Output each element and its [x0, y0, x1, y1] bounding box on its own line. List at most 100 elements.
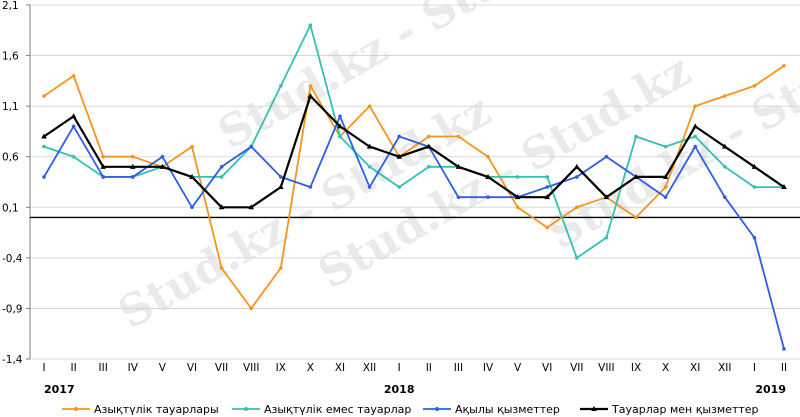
data-point [160, 154, 165, 159]
legend-item: Азықтүлік емес тауарлар [232, 403, 411, 416]
data-point [101, 175, 105, 179]
data-point [427, 134, 431, 139]
data-point [279, 84, 283, 88]
data-point [752, 185, 757, 189]
x-tick-label: X [307, 362, 314, 374]
x-tick-label: IV [483, 362, 494, 374]
x-tick-label: VIII [598, 362, 614, 374]
data-point [249, 306, 253, 311]
data-point [575, 175, 579, 179]
data-point [663, 144, 668, 149]
year-label: 2019 [755, 383, 786, 396]
y-tick-label: -1,4 [2, 354, 23, 366]
data-point [308, 84, 313, 88]
year-label: 2018 [384, 383, 415, 396]
legend-marker [244, 407, 248, 411]
data-point [575, 256, 579, 260]
data-point [515, 175, 520, 179]
data-point [366, 143, 373, 149]
legend-marker [591, 406, 597, 411]
data-point [485, 173, 491, 179]
series-line [43, 115, 785, 350]
data-point [130, 163, 136, 169]
data-point [71, 74, 76, 78]
data-point [634, 134, 638, 139]
x-tick-label: II [70, 362, 76, 374]
x-tick-label: IV [128, 362, 139, 374]
x-tick-label: V [514, 362, 522, 374]
data-point [693, 144, 697, 149]
x-tick-label: VI [187, 362, 197, 374]
data-point [604, 235, 609, 240]
x-tick-label: I [753, 362, 756, 374]
data-point [426, 143, 432, 149]
data-point [279, 266, 283, 270]
x-tick-label: XII [718, 362, 731, 374]
x-tick-label: I [42, 362, 45, 374]
data-point [338, 114, 342, 119]
data-point [545, 185, 549, 189]
data-point [307, 93, 314, 99]
data-point [574, 163, 580, 169]
data-point [662, 173, 669, 179]
data-point [131, 175, 135, 179]
series-layer [41, 23, 787, 351]
data-point [663, 195, 668, 199]
x-tick-label: XI [690, 362, 700, 374]
data-point [545, 225, 549, 230]
series-4 [41, 93, 787, 210]
data-point [308, 23, 313, 28]
data-point [782, 63, 786, 68]
data-point [604, 154, 609, 159]
grid-lines [30, 4, 800, 360]
legend-label: Азықтүлік емес тауарлар [264, 403, 411, 416]
data-point [71, 124, 76, 129]
x-tick-label: VIII [243, 362, 259, 374]
data-point [190, 205, 194, 210]
legend-label: Тауарлар мен қызметтер [611, 403, 759, 416]
data-point [575, 205, 579, 210]
x-tick-label: IX [276, 362, 286, 374]
data-point [218, 204, 225, 210]
data-point [722, 143, 728, 149]
x-tick-label: VI [542, 362, 552, 374]
data-point [514, 194, 521, 200]
data-point [427, 165, 431, 169]
x-tick-label: X [662, 362, 669, 374]
data-point [249, 144, 253, 149]
data-point [752, 235, 757, 240]
data-point [781, 184, 787, 190]
legend-label: Азықтүлік тауарлары [94, 403, 219, 416]
x-tick-label: III [99, 362, 108, 374]
data-point [279, 175, 283, 179]
data-point [515, 205, 520, 210]
data-point [278, 184, 284, 190]
data-point [397, 185, 402, 189]
data-point [693, 134, 697, 139]
data-point [603, 194, 610, 200]
data-point [131, 154, 135, 159]
data-point [100, 163, 106, 169]
legend-marker [74, 407, 78, 411]
y-tick-label: 1,1 [2, 101, 19, 113]
x-tick-label: II [426, 362, 432, 374]
data-point [693, 104, 697, 108]
y-tick-label: 1,6 [2, 51, 19, 63]
data-point [219, 175, 224, 179]
data-point [367, 104, 372, 108]
data-point [751, 163, 758, 169]
data-point [782, 347, 786, 351]
y-tick-label: 0,6 [2, 152, 19, 164]
x-tick-label: I [398, 362, 401, 374]
data-point [41, 133, 47, 139]
data-point [455, 163, 462, 169]
data-point [159, 163, 166, 169]
legend-item: Ақылы қызметтер [423, 403, 560, 416]
axes [26, 4, 800, 360]
data-point [308, 185, 313, 189]
data-point [663, 185, 668, 189]
data-point [633, 173, 639, 179]
data-point [337, 123, 343, 129]
y-tick-label: -0,4 [2, 253, 23, 265]
